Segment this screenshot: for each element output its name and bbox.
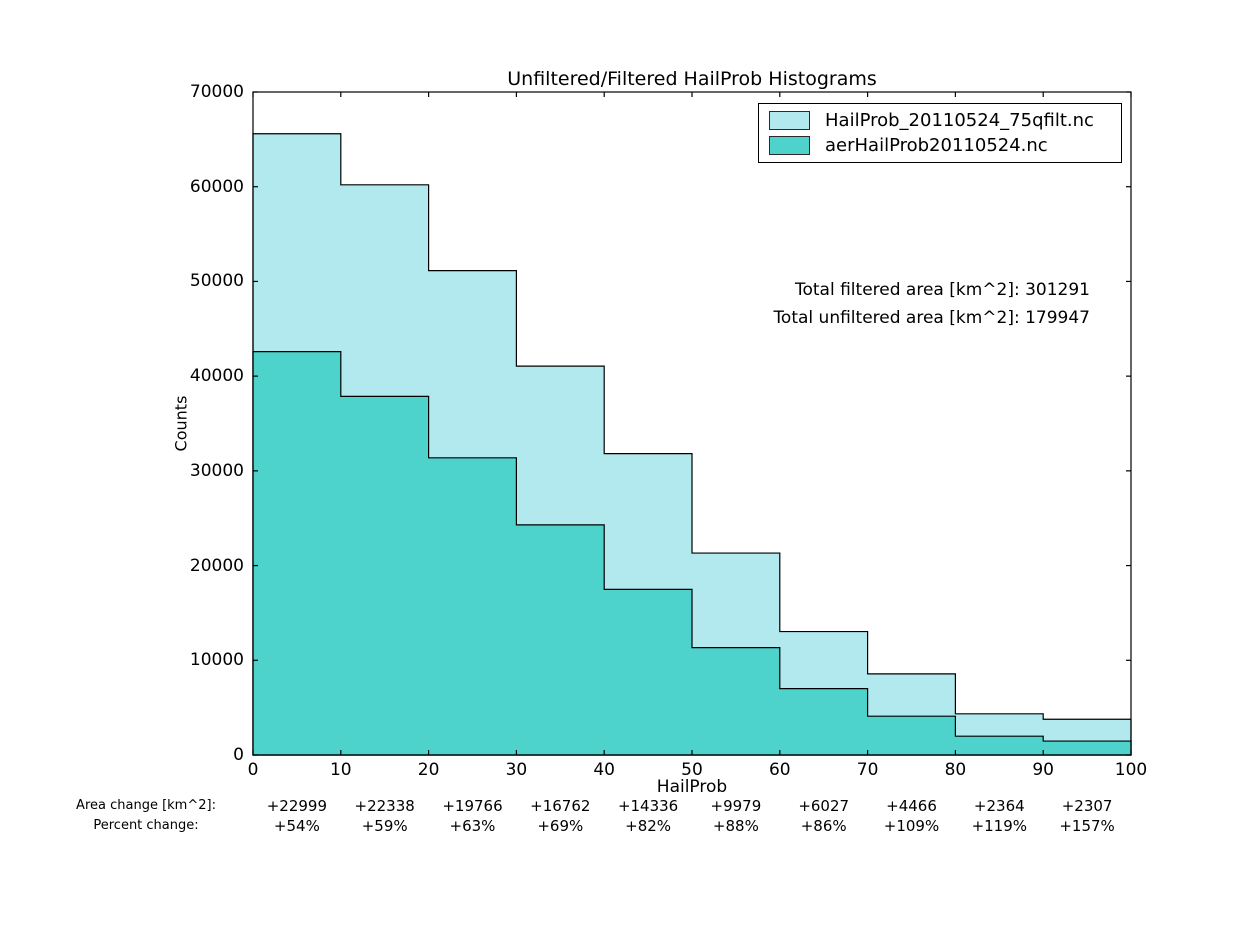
- x-tick-label: 10: [329, 760, 352, 780]
- legend-label-unfiltered: aerHailProb20110524.nc: [825, 135, 1048, 156]
- series-1-steps: [252, 351, 1132, 756]
- y-tick-label: 20000: [189, 555, 244, 576]
- y-tick-label: 10000: [189, 650, 244, 671]
- legend-item-unfiltered: aerHailProb20110524.nc: [769, 134, 1111, 157]
- x-tick-label: 30: [505, 760, 528, 780]
- percent-change-value: +88%: [712, 817, 759, 835]
- legend-swatch-filtered: [769, 111, 810, 130]
- area-change-value: +2307: [1061, 797, 1113, 815]
- annotation-total-unfiltered-area: Total unfiltered area [km^2]: 179947: [773, 308, 1090, 328]
- annotation-total-filtered-area: Total filtered area [km^2]: 301291: [794, 280, 1090, 300]
- percent-change-value: +109%: [883, 817, 940, 835]
- area-change-value: +16762: [530, 797, 591, 815]
- legend: HailProb_20110524_75qfilt.nc aerHailProb…: [758, 103, 1122, 163]
- percent-change-value: +86%: [800, 817, 847, 835]
- percent-change-value: +59%: [361, 817, 408, 835]
- area-change-value: +6027: [798, 797, 850, 815]
- x-tick-label: 0: [247, 760, 259, 780]
- y-tick-label: 30000: [189, 460, 244, 481]
- area-change-value: +9979: [710, 797, 762, 815]
- x-tick-label: 90: [1032, 760, 1054, 780]
- x-tick-label: 50: [681, 760, 703, 780]
- percent-change-value: +157%: [1059, 817, 1115, 835]
- area-change-value: +14336: [617, 797, 679, 815]
- area-change-value: +22338: [354, 797, 415, 815]
- area-change-value: +19766: [442, 797, 503, 815]
- x-tick-label: 60: [768, 760, 791, 780]
- y-tick-label: 0: [233, 745, 244, 765]
- percent-change-value: +63%: [449, 817, 496, 835]
- area-change-value: +4466: [886, 797, 937, 815]
- percent-change-row-label: Percent change:: [93, 818, 199, 833]
- x-tick-label: 70: [856, 760, 879, 780]
- legend-swatch-unfiltered: [769, 136, 810, 155]
- percent-change-value: +54%: [273, 817, 320, 835]
- y-tick-label: 50000: [189, 271, 244, 292]
- x-axis-label: HailProb: [656, 777, 728, 797]
- area-change-value: +2364: [973, 797, 1025, 815]
- area-change-row-label: Area change [km^2]:: [76, 798, 216, 813]
- legend-label-filtered: HailProb_20110524_75qfilt.nc: [825, 110, 1094, 131]
- chart-title: Unfiltered/Filtered HailProb Histograms: [507, 68, 877, 90]
- y-tick-label: 70000: [189, 82, 244, 102]
- legend-item-filtered: HailProb_20110524_75qfilt.nc: [769, 109, 1111, 132]
- y-tick-label: 40000: [189, 366, 244, 387]
- percent-change-value: +119%: [971, 817, 1028, 835]
- area-change-value: +22999: [266, 797, 328, 815]
- percent-change-value: +69%: [537, 817, 584, 835]
- percent-change-value: +82%: [625, 817, 672, 835]
- x-tick-label: 100: [1114, 760, 1148, 780]
- x-tick-label: 40: [593, 760, 615, 780]
- x-tick-label: 20: [417, 760, 440, 780]
- x-tick-label: 80: [944, 760, 967, 780]
- y-tick-label: 60000: [189, 176, 244, 197]
